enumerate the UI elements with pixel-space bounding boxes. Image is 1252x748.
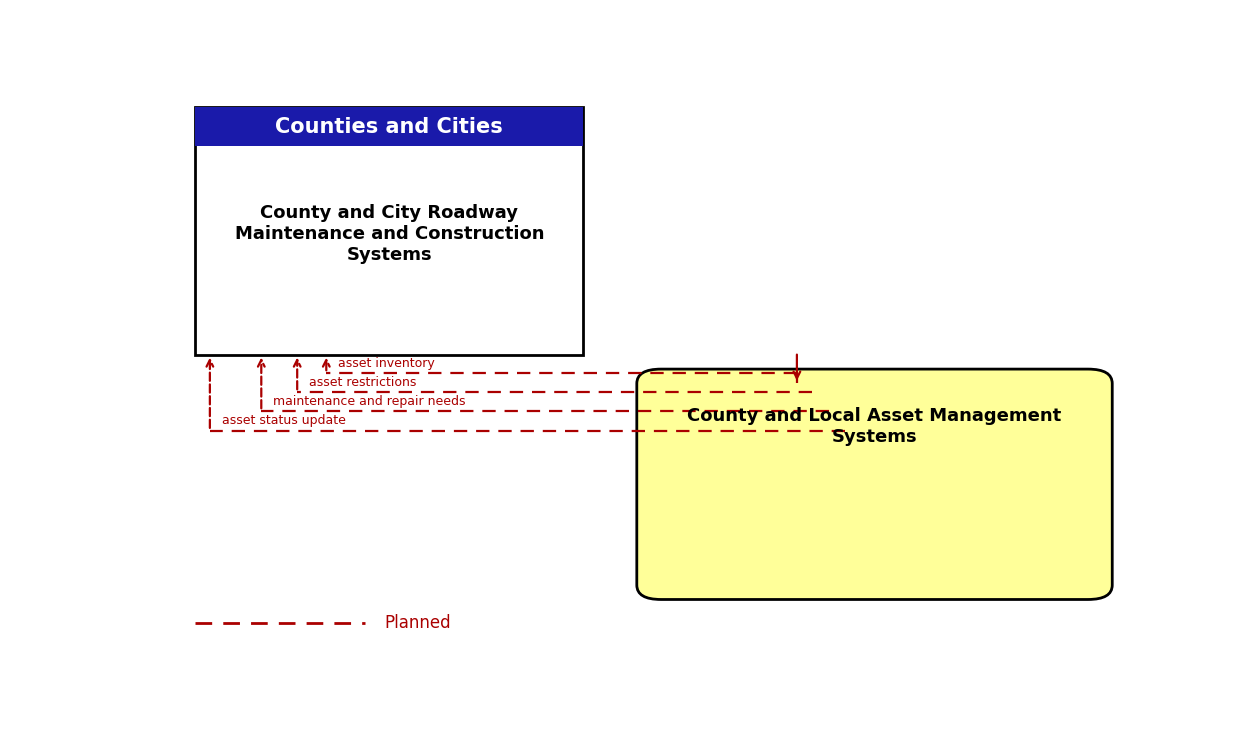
Text: maintenance and repair needs: maintenance and repair needs — [273, 395, 466, 408]
FancyBboxPatch shape — [195, 107, 583, 355]
FancyBboxPatch shape — [195, 107, 583, 146]
FancyBboxPatch shape — [637, 369, 1112, 599]
Text: asset status update: asset status update — [222, 414, 346, 427]
Text: Planned: Planned — [384, 613, 451, 631]
Text: County and City Roadway
Maintenance and Construction
Systems: County and City Roadway Maintenance and … — [234, 204, 545, 263]
Text: County and Local Asset Management
Systems: County and Local Asset Management System… — [687, 408, 1062, 446]
Text: Counties and Cities: Counties and Cities — [275, 117, 503, 137]
Text: asset restrictions: asset restrictions — [309, 375, 416, 389]
Text: asset inventory: asset inventory — [338, 357, 434, 370]
